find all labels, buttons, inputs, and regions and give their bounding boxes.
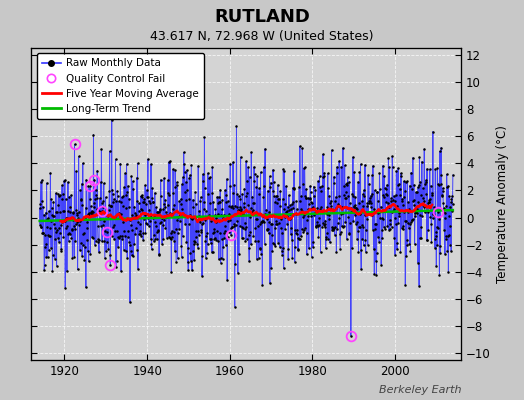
Y-axis label: Temperature Anomaly (°C): Temperature Anomaly (°C) (496, 125, 509, 283)
Legend: Raw Monthly Data, Quality Control Fail, Five Year Moving Average, Long-Term Tren: Raw Monthly Data, Quality Control Fail, … (37, 53, 204, 119)
Text: RUTLAND: RUTLAND (214, 8, 310, 26)
Text: 43.617 N, 72.968 W (United States): 43.617 N, 72.968 W (United States) (150, 30, 374, 43)
Text: Berkeley Earth: Berkeley Earth (379, 385, 461, 395)
